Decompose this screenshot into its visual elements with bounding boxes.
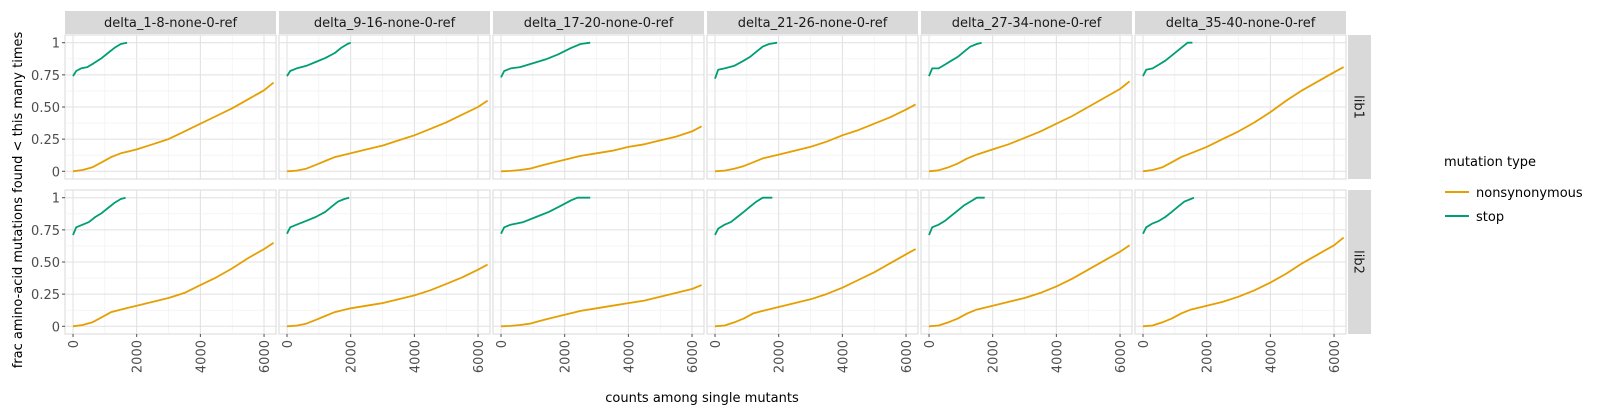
panel-lib2-delta-1-8-none-0-ref bbox=[64, 189, 277, 335]
panel-lib1-delta-21-26-none-0-ref bbox=[706, 34, 919, 180]
panels-layer bbox=[64, 34, 1347, 335]
x-tick-label: 4000 bbox=[1050, 340, 1065, 373]
legend: mutation type nonsynonymous stop bbox=[1444, 155, 1583, 225]
legend-label-stop: stop bbox=[1476, 210, 1504, 225]
series-line-nonsynonymous bbox=[714, 103, 917, 173]
facet-strip-label-delta-27-34-none-0-ref: delta_27-34-none-0-ref bbox=[952, 16, 1102, 31]
panel-lib2-delta-21-26-none-0-ref bbox=[706, 189, 919, 335]
x-tick-label: 4000 bbox=[1264, 340, 1279, 373]
x-tick-label: 0 bbox=[709, 340, 724, 348]
x-tick-label: 6000 bbox=[1114, 340, 1129, 373]
x-tick-label: 4000 bbox=[622, 340, 637, 373]
panel-lib1-delta-27-34-none-0-ref bbox=[920, 34, 1133, 180]
x-tick-label: 2000 bbox=[131, 340, 146, 373]
y-tick-label: 0.75 bbox=[31, 69, 60, 84]
y-tick-label: 0 bbox=[52, 165, 60, 180]
series-line-stop bbox=[714, 196, 773, 236]
series-line-stop bbox=[500, 41, 591, 78]
series-line-nonsynonymous bbox=[928, 80, 1131, 173]
series-line-nonsynonymous bbox=[1142, 236, 1345, 328]
panel-lib2-delta-35-40-none-0-ref bbox=[1134, 189, 1347, 335]
x-tick-label: 2000 bbox=[773, 340, 788, 373]
row-strip-label-lib1: lib1 bbox=[1351, 95, 1366, 119]
y-tick-label: 0.50 bbox=[31, 256, 60, 271]
x-tick-label: 0 bbox=[495, 340, 510, 348]
series-line-nonsynonymous bbox=[72, 241, 275, 328]
strips-layer: delta_1-8-none-0-ref delta_9-16-none-0-re… bbox=[65, 11, 1371, 334]
x-tick-label: 2000 bbox=[987, 340, 1002, 373]
panel-lib1-delta-35-40-none-0-ref bbox=[1134, 34, 1347, 180]
series-line-stop bbox=[928, 196, 985, 236]
row-strip-label-lib2: lib2 bbox=[1351, 250, 1366, 274]
x-tick-label: 6000 bbox=[472, 340, 487, 373]
series-line-stop bbox=[72, 41, 128, 77]
series-line-nonsynonymous bbox=[500, 125, 703, 173]
facet-strip-label-delta-35-40-none-0-ref: delta_35-40-none-0-ref bbox=[1166, 16, 1316, 31]
x-tick-label: 2000 bbox=[1201, 340, 1216, 373]
facet-strip-delta-21-26-none-0-ref bbox=[707, 11, 918, 34]
x-tick-label: 6000 bbox=[258, 340, 273, 373]
panel-lib2-delta-17-20-none-0-ref bbox=[492, 189, 705, 335]
y-tick-label: 1 bbox=[52, 37, 60, 52]
x-tick-label: 6000 bbox=[686, 340, 701, 373]
x-tick-label: 4000 bbox=[836, 340, 851, 373]
panel-lib1-delta-9-16-none-0-ref bbox=[278, 34, 491, 180]
series-line-nonsynonymous bbox=[286, 263, 489, 328]
series-line-nonsynonymous bbox=[714, 248, 917, 328]
series-line-nonsynonymous bbox=[500, 284, 702, 328]
facet-strip-delta-9-16-none-0-ref bbox=[279, 11, 490, 34]
x-tick-label: 2000 bbox=[559, 340, 574, 373]
facet-strip-delta-27-34-none-0-ref bbox=[921, 11, 1132, 34]
y-tick-label: 0.25 bbox=[31, 288, 60, 303]
y-tick-label: 0.75 bbox=[31, 224, 60, 239]
facet-strip-delta-35-40-none-0-ref bbox=[1135, 11, 1346, 34]
series-line-stop bbox=[928, 41, 982, 77]
axes-layer: 0 0.25 0.50 0.75 1 0 0.25 0.50 0.75 1 0 2000 4000 600… bbox=[31, 37, 1343, 373]
series-line-stop bbox=[1142, 41, 1193, 77]
facet-strip-delta-17-20-none-0-ref bbox=[493, 11, 704, 34]
facet-strip-label-delta-17-20-none-0-ref: delta_17-20-none-0-ref bbox=[524, 16, 674, 31]
facet-strip-label-delta-9-16-none-0-ref: delta_9-16-none-0-ref bbox=[314, 16, 456, 31]
x-tick-label: 4000 bbox=[408, 340, 423, 373]
series-line-stop bbox=[714, 41, 778, 80]
x-tick-label: 4000 bbox=[194, 340, 209, 373]
x-tick-label: 0 bbox=[1137, 340, 1152, 348]
series-line-nonsynonymous bbox=[928, 244, 1131, 328]
y-tick-label: 0 bbox=[52, 320, 60, 335]
x-tick-label: 0 bbox=[67, 340, 82, 348]
y-tick-label: 0.50 bbox=[31, 101, 60, 116]
y-axis-title: frac amino-acid mutations found < this m… bbox=[11, 32, 26, 369]
row-strip-lib2 bbox=[1348, 190, 1371, 334]
panel-lib2-delta-27-34-none-0-ref bbox=[920, 189, 1133, 335]
series-line-nonsynonymous bbox=[1142, 66, 1345, 173]
x-tick-label: 0 bbox=[281, 340, 296, 348]
series-line-stop bbox=[286, 196, 350, 235]
y-tick-label: 0.25 bbox=[31, 133, 60, 148]
series-line-stop bbox=[500, 196, 591, 235]
series-line-stop bbox=[1142, 196, 1195, 235]
series-line-nonsynonymous bbox=[72, 81, 275, 173]
row-strip-lib1 bbox=[1348, 35, 1371, 179]
series-line-stop bbox=[72, 196, 126, 236]
facet-strip-delta-1-8-none-0-ref bbox=[65, 11, 276, 34]
facet-strip-label-delta-1-8-none-0-ref: delta_1-8-none-0-ref bbox=[104, 16, 237, 31]
x-tick-label: 2000 bbox=[345, 340, 360, 373]
x-tick-label: 6000 bbox=[1328, 340, 1343, 373]
x-tick-label: 0 bbox=[923, 340, 938, 348]
y-tick-label: 1 bbox=[52, 192, 60, 207]
panel-lib1-delta-17-20-none-0-ref bbox=[492, 34, 705, 180]
legend-label-nonsynonymous: nonsynonymous bbox=[1476, 186, 1583, 201]
series-line-stop bbox=[286, 41, 352, 77]
panel-lib2-delta-9-16-none-0-ref bbox=[278, 189, 491, 335]
x-tick-label: 6000 bbox=[900, 340, 915, 373]
legend-title: mutation type bbox=[1444, 155, 1536, 170]
facet-strip-label-delta-21-26-none-0-ref: delta_21-26-none-0-ref bbox=[738, 16, 888, 31]
panel-lib1-delta-1-8-none-0-ref bbox=[64, 34, 277, 180]
series-line-nonsynonymous bbox=[286, 99, 489, 173]
x-axis-title: counts among single mutants bbox=[605, 391, 799, 406]
